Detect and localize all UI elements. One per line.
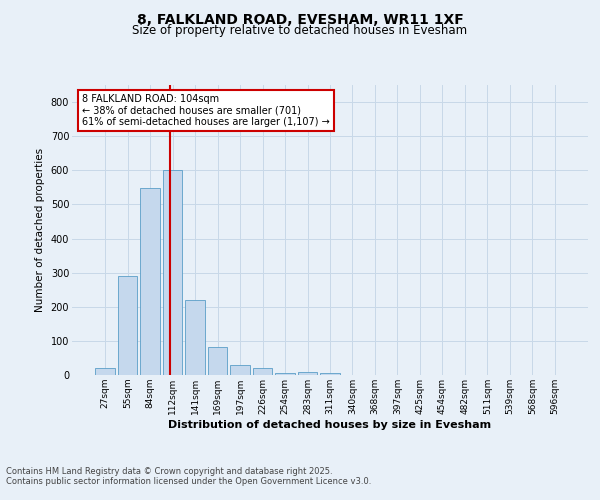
Bar <box>298 372 317 375</box>
Text: Contains HM Land Registry data © Crown copyright and database right 2025.: Contains HM Land Registry data © Crown c… <box>6 467 332 476</box>
Bar <box>320 373 340 375</box>
Bar <box>253 368 272 375</box>
X-axis label: Distribution of detached houses by size in Evesham: Distribution of detached houses by size … <box>169 420 491 430</box>
Bar <box>230 365 250 375</box>
Bar <box>208 347 227 375</box>
Text: Size of property relative to detached houses in Evesham: Size of property relative to detached ho… <box>133 24 467 37</box>
Bar <box>163 170 182 375</box>
Bar <box>118 276 137 375</box>
Bar <box>275 372 295 375</box>
Bar <box>185 300 205 375</box>
Bar <box>95 368 115 375</box>
Bar <box>140 188 160 375</box>
Text: Contains public sector information licensed under the Open Government Licence v3: Contains public sector information licen… <box>6 477 371 486</box>
Y-axis label: Number of detached properties: Number of detached properties <box>35 148 45 312</box>
Text: 8 FALKLAND ROAD: 104sqm
← 38% of detached houses are smaller (701)
61% of semi-d: 8 FALKLAND ROAD: 104sqm ← 38% of detache… <box>82 94 330 127</box>
Text: 8, FALKLAND ROAD, EVESHAM, WR11 1XF: 8, FALKLAND ROAD, EVESHAM, WR11 1XF <box>137 12 463 26</box>
